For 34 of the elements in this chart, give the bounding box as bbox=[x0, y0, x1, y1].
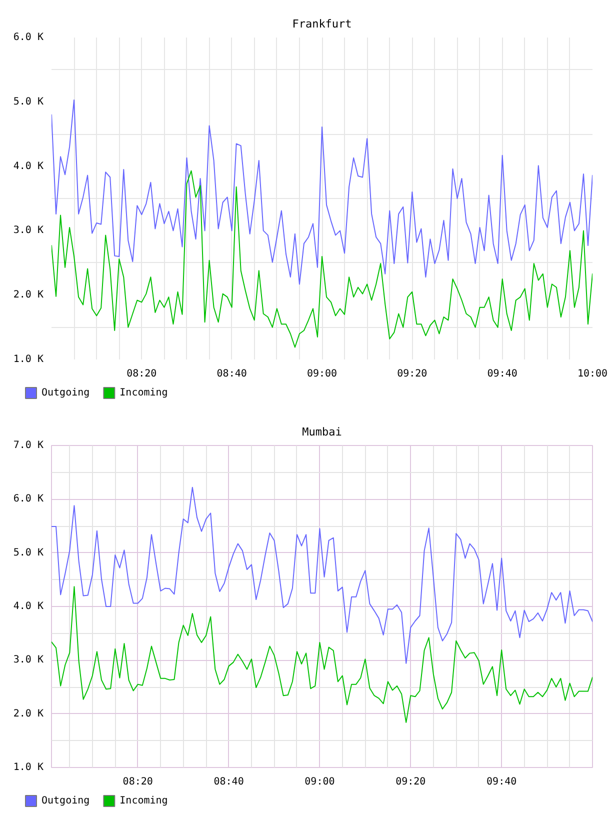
y-tick-label: 4.0 K bbox=[13, 601, 44, 612]
legend-label: Incoming bbox=[120, 388, 168, 398]
legend-label: Incoming bbox=[120, 796, 168, 806]
line-series bbox=[52, 99, 592, 285]
x-tick-label: 09:20 bbox=[396, 776, 426, 788]
x-tick-label: 09:20 bbox=[397, 368, 428, 380]
legend-label: Outgoing bbox=[42, 796, 90, 806]
chart-title: Mumbai bbox=[302, 426, 342, 438]
y-tick-label: 2.0 K bbox=[13, 708, 44, 720]
x-tick-label: 09:00 bbox=[306, 368, 338, 380]
y-tick-label: 4.0 K bbox=[13, 160, 44, 172]
line-series bbox=[52, 170, 592, 348]
x-tick-label: 08:20 bbox=[122, 776, 153, 788]
y-tick-label: 3.0 K bbox=[13, 654, 44, 666]
line-series bbox=[52, 486, 592, 664]
y-tick-label: 5.0 K bbox=[13, 96, 44, 108]
y-tick-label: 1.0 K bbox=[13, 354, 44, 365]
line-series bbox=[52, 586, 592, 723]
x-tick-label: 08:40 bbox=[216, 368, 247, 380]
legend-label: Outgoing bbox=[42, 388, 90, 398]
x-tick-label: 09:40 bbox=[486, 776, 517, 788]
y-tick-label: 5.0 K bbox=[13, 547, 44, 558]
y-tick-label: 6.0 K bbox=[13, 494, 44, 505]
y-tick-label: 6.0 K bbox=[13, 32, 44, 43]
x-tick-label: 08:20 bbox=[126, 368, 157, 380]
x-tick-label: 09:00 bbox=[304, 776, 335, 788]
y-tick-label: 3.0 K bbox=[13, 225, 44, 236]
y-tick-label: 2.0 K bbox=[13, 290, 44, 301]
y-tick-label: 1.0 K bbox=[13, 762, 44, 773]
y-tick-label: 7.0 K bbox=[13, 440, 44, 451]
x-tick-label: 09:40 bbox=[487, 368, 518, 380]
chart-title: Frankfurt bbox=[292, 18, 352, 30]
x-tick-label: 08:40 bbox=[214, 776, 244, 788]
x-tick-label: 10:00 bbox=[577, 368, 608, 380]
